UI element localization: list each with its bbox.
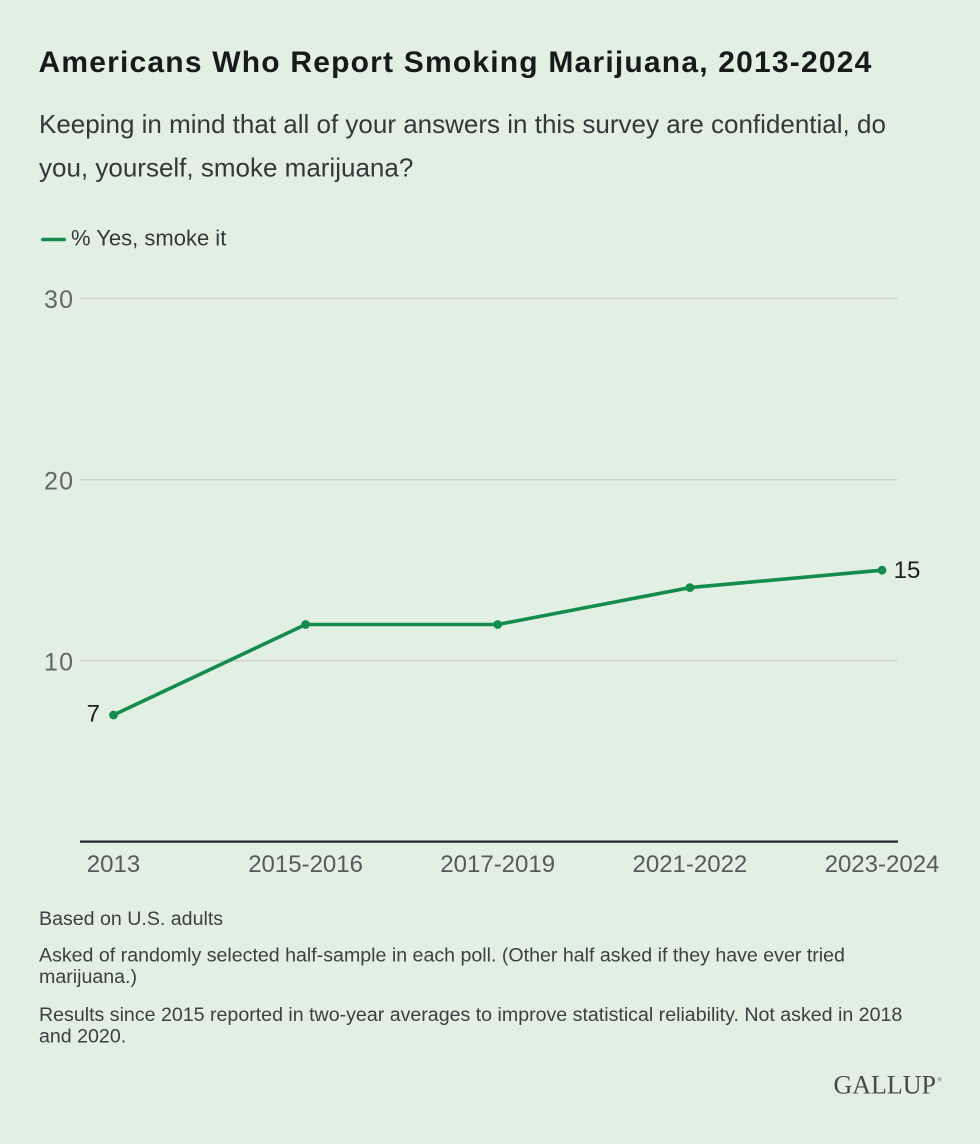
svg-text:15: 15 [894,557,921,584]
svg-text:®: ® [937,1077,942,1084]
svg-text:2013: 2013 [87,851,140,878]
svg-text:% Yes, smoke it: % Yes, smoke it [71,225,226,250]
svg-text:Based on U.S. adults: Based on U.S. adults [39,908,223,930]
svg-text:you, yourself, smoke marijuana: you, yourself, smoke marijuana? [39,153,413,183]
svg-text:Asked of randomly selected hal: Asked of randomly selected half-sample i… [39,945,845,967]
svg-text:2017-2019: 2017-2019 [440,851,555,878]
svg-text:Keeping in mind that all of yo: Keeping in mind that all of your answers… [39,109,886,139]
svg-text:10: 10 [44,648,74,676]
svg-text:2023-2024: 2023-2024 [825,851,940,878]
svg-text:7: 7 [87,701,100,728]
svg-text:2015-2016: 2015-2016 [248,851,363,878]
svg-text:Americans Who Report Smoking M: Americans Who Report Smoking Marijuana, … [39,46,873,79]
svg-text:20: 20 [44,467,74,495]
svg-text:30: 30 [44,286,74,314]
svg-text:marijuana.): marijuana.) [39,966,137,988]
svg-text:Results since 2015 reported in: Results since 2015 reported in two-year … [39,1004,902,1026]
svg-text:GALLUP: GALLUP [833,1071,936,1100]
svg-text:and 2020.: and 2020. [39,1026,126,1048]
svg-text:2021-2022: 2021-2022 [633,851,748,878]
